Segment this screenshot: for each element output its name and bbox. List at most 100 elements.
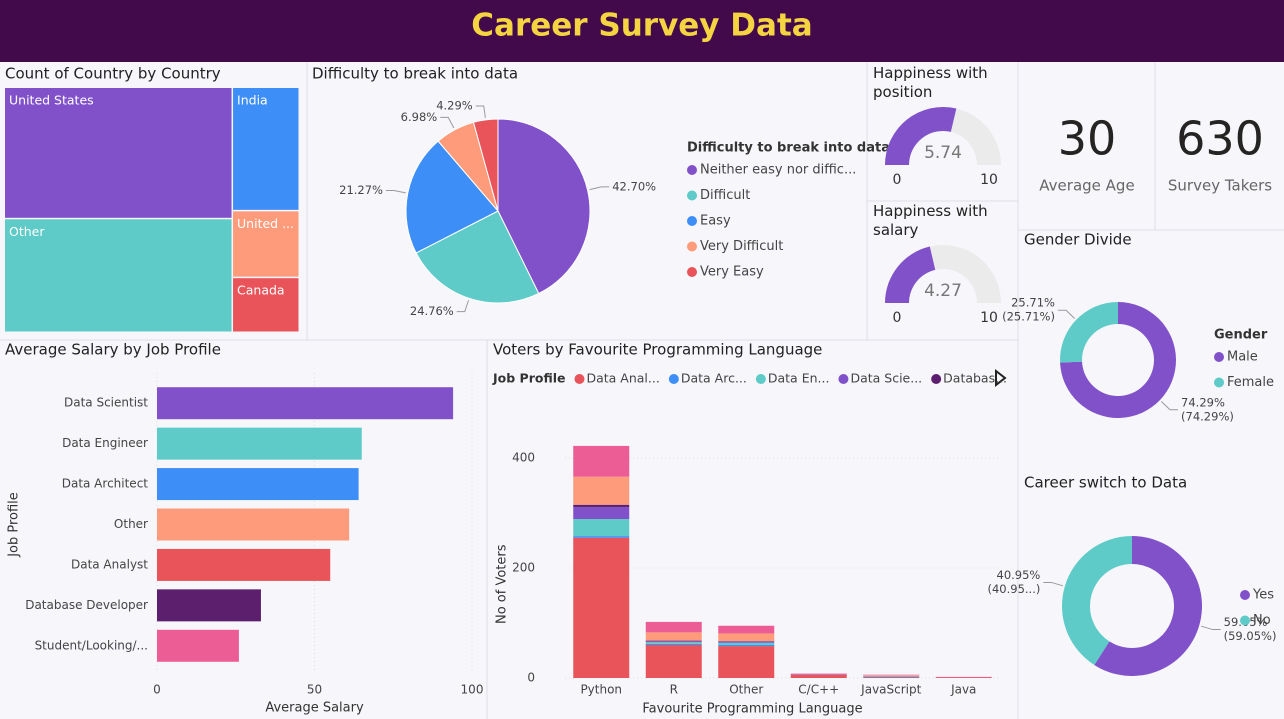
- pie-slice: [405, 140, 499, 254]
- x-tick-label: Java: [950, 683, 976, 697]
- bar-segment: [718, 646, 775, 678]
- legend-label: Data Scie...: [850, 371, 922, 386]
- chart-title: Gender Divide: [1024, 231, 1132, 249]
- legend-label: Yes: [1252, 588, 1274, 603]
- card-label: Survey Takers: [1168, 177, 1272, 195]
- bar-segment: [573, 536, 630, 538]
- tile-label: Canada: [237, 283, 285, 298]
- value-label: 74.29%: [1181, 395, 1225, 409]
- bar-segment: [718, 641, 775, 643]
- bar-segment: [863, 674, 920, 676]
- bar-segment: [573, 506, 630, 520]
- legend-swatch: [1240, 590, 1250, 600]
- treemap-tile: [233, 211, 299, 277]
- legend-next-arrow[interactable]: [995, 368, 1007, 388]
- bar: [157, 589, 261, 622]
- bar: [157, 468, 359, 501]
- x-tick-label: 50: [307, 683, 322, 697]
- bar: [157, 548, 331, 581]
- chart-title: Count of Country by Country: [5, 65, 221, 83]
- tile-label: India: [237, 93, 268, 108]
- x-tick-label: Python: [580, 683, 622, 697]
- bar-segment: [718, 633, 775, 642]
- gauge-tick-label: 0: [893, 310, 902, 326]
- donut-slice: [1062, 536, 1132, 665]
- chart-title: Average Salary by Job Profile: [5, 341, 221, 359]
- chart-title: Difficulty to break into data: [312, 65, 518, 83]
- bar-segment: [645, 632, 702, 641]
- tile-label: United ...: [237, 216, 294, 231]
- bar-segment: [718, 645, 775, 647]
- leader-line: [1043, 581, 1064, 587]
- legend-swatch: [931, 374, 942, 384]
- legend-label: Data Arc...: [681, 371, 747, 386]
- treemap-tile: [233, 88, 299, 210]
- value-label: 40.95%: [997, 568, 1041, 582]
- legend-swatch: [1214, 377, 1224, 388]
- bar-segment: [863, 676, 920, 678]
- treemap-tile: [233, 278, 299, 332]
- gauge-tick-label: 10: [980, 172, 998, 188]
- bar-segment: [573, 537, 630, 678]
- bar-segment: [863, 675, 920, 676]
- bar-segment: [863, 676, 920, 677]
- y-tick-label: Other: [114, 517, 148, 531]
- gauge-value: 5.74: [924, 143, 962, 163]
- chart-title-text: Happiness with position: [873, 64, 988, 101]
- bar-segment: [790, 673, 847, 675]
- leader-line: [456, 300, 469, 313]
- legend-swatch: [838, 374, 849, 384]
- legend-label: Databas...: [943, 371, 1007, 386]
- bar-segment: [573, 519, 630, 537]
- y-axis-title: Job Profile: [7, 492, 22, 558]
- gauge-fill: [885, 107, 957, 165]
- legend-swatch: [668, 374, 679, 384]
- leader-line: [589, 186, 610, 191]
- legend-label: Data En...: [768, 371, 830, 386]
- value-label: (74.29%): [1181, 409, 1234, 423]
- legend-label: Very Difficult: [700, 239, 783, 254]
- tile-label: United States: [9, 93, 94, 108]
- bar-segment: [645, 641, 702, 643]
- leader-line: [1200, 625, 1221, 631]
- card-label: Average Age: [1039, 177, 1134, 195]
- bar-segment: [718, 641, 775, 642]
- bar-segment: [645, 643, 702, 645]
- donut-slice: [1060, 302, 1176, 418]
- donut-slice: [1094, 535, 1203, 677]
- leader-line: [440, 116, 455, 129]
- y-tick-label: Database Developer: [25, 598, 148, 612]
- tile-label: Other: [9, 224, 45, 239]
- chart-title: Career switch to Data: [1024, 474, 1187, 492]
- leader-line: [475, 105, 486, 118]
- y-tick-label: 200: [512, 561, 535, 575]
- bar-segment: [645, 640, 702, 642]
- x-tick-label: R: [670, 683, 678, 697]
- page-title: Career Survey Data: [471, 8, 812, 44]
- x-tick-label: Other: [729, 683, 763, 697]
- chart-title: Happiness with position: [873, 64, 988, 101]
- value-label: 25.71%: [1011, 296, 1055, 310]
- value-label: (40.95...): [987, 582, 1040, 596]
- bar-segment: [935, 676, 992, 678]
- header-band: [0, 0, 1284, 62]
- legend-swatch: [687, 216, 697, 226]
- y-tick-label: Data Architect: [62, 477, 149, 491]
- bar-segment: [790, 674, 847, 675]
- donut-slice: [1060, 302, 1118, 363]
- legend-swatch: [687, 267, 697, 277]
- value-label: (25.71%): [1002, 310, 1055, 324]
- value-label: 4.29%: [436, 98, 473, 112]
- y-tick-label: 0: [527, 671, 535, 685]
- y-tick-label: Data Analyst: [71, 557, 148, 571]
- x-tick-label: C/C++: [798, 683, 839, 697]
- gauge-value: 4.27: [924, 281, 962, 301]
- legend-label: Difficult: [700, 188, 750, 203]
- pie-slice: [497, 118, 591, 295]
- gauge-tick-label: 10: [980, 310, 998, 326]
- y-axis-title: No of Voters: [495, 544, 510, 624]
- leader-line: [1057, 309, 1075, 319]
- pie-slice: [472, 118, 499, 212]
- legend-label: Very Easy: [700, 265, 764, 280]
